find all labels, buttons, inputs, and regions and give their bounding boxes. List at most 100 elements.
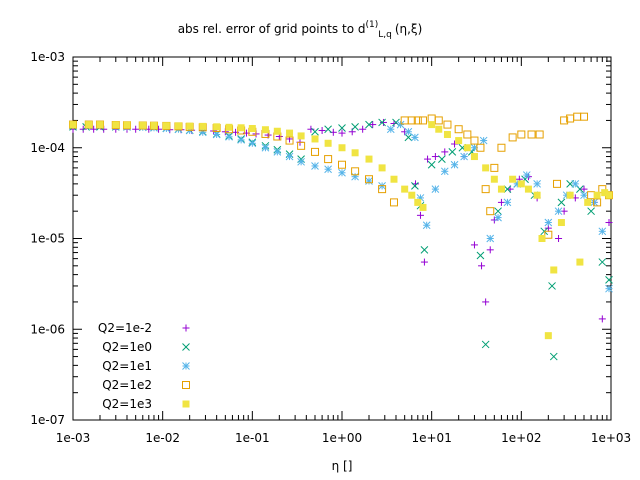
data-point xyxy=(580,191,588,200)
data-point xyxy=(508,133,517,142)
series-4 xyxy=(69,112,614,239)
data-point xyxy=(132,125,140,133)
data-point xyxy=(378,185,387,194)
data-point xyxy=(338,124,346,132)
data-point xyxy=(408,191,416,199)
data-point xyxy=(404,127,413,136)
x-tick-label: 1e+01 xyxy=(411,431,451,445)
data-point xyxy=(522,171,531,179)
data-point xyxy=(273,148,282,156)
x-tick-label: 1e+03 xyxy=(591,431,631,445)
data-point xyxy=(404,133,413,142)
data-point xyxy=(497,185,505,193)
data-point xyxy=(605,284,613,293)
data-point xyxy=(557,219,565,227)
data-point xyxy=(338,160,346,169)
data-point xyxy=(338,144,346,152)
data-point xyxy=(379,118,387,126)
x-axis-label: η [] xyxy=(332,459,353,473)
data-point xyxy=(112,121,120,129)
legend-label: Q2=1e2 xyxy=(102,378,152,392)
data-point xyxy=(490,175,498,183)
data-point xyxy=(497,143,506,152)
legend-marker xyxy=(182,343,190,351)
y-tick-label: 1e-03 xyxy=(30,50,65,64)
axis-ticks: 1e-03 1e-02 1e-01 1e+00 1e+01 1e+02 1e+03 1e-07… xyxy=(30,50,631,445)
data-point xyxy=(557,198,566,207)
data-point xyxy=(199,122,207,130)
data-point xyxy=(286,129,294,137)
data-point xyxy=(273,127,281,135)
data-point xyxy=(554,207,563,216)
data-point xyxy=(237,124,245,132)
data-point xyxy=(479,136,488,145)
data-point xyxy=(605,191,613,199)
legend-marker xyxy=(182,324,190,332)
data-point xyxy=(225,132,233,141)
data-point xyxy=(490,216,498,224)
data-point xyxy=(261,126,269,134)
data-point xyxy=(463,130,472,139)
data-point xyxy=(431,153,439,161)
data-point xyxy=(470,153,478,161)
y-tick-label: 1e-07 xyxy=(30,413,65,427)
data-point xyxy=(605,219,613,227)
y-tick-label: 1e-04 xyxy=(30,141,65,155)
data-point xyxy=(478,262,486,270)
data-point xyxy=(237,136,245,144)
data-point xyxy=(527,130,536,139)
data-point xyxy=(494,207,502,216)
data-point xyxy=(96,121,104,129)
data-point xyxy=(419,203,427,211)
data-point xyxy=(427,114,436,123)
legend-label: Q2=1e0 xyxy=(102,340,152,354)
data-point xyxy=(351,167,360,176)
data-point xyxy=(297,157,305,166)
data-point xyxy=(524,185,532,193)
legend-label: Q2=1e1 xyxy=(102,359,152,373)
data-point xyxy=(365,120,373,129)
data-point xyxy=(285,152,294,161)
legend: Q2=1e-2 Q2=1e0 Q2=1e1 Q2=1e2 Q2=1e3 xyxy=(98,321,190,411)
data-point xyxy=(413,116,422,125)
data-point xyxy=(378,164,386,172)
data-point xyxy=(587,207,595,216)
data-point xyxy=(85,121,93,129)
data-point xyxy=(470,136,479,145)
data-point xyxy=(455,137,463,145)
legend-marker xyxy=(182,362,190,370)
data-point xyxy=(369,121,377,129)
data-point xyxy=(571,180,580,188)
y-tick-label: 1e-05 xyxy=(30,232,65,246)
data-point xyxy=(580,112,589,121)
data-point xyxy=(448,148,457,156)
data-point xyxy=(307,125,315,133)
data-point xyxy=(324,125,332,134)
data-point xyxy=(490,163,499,172)
data-point xyxy=(544,332,552,340)
data-point xyxy=(420,245,429,254)
data-point xyxy=(584,198,592,206)
data-point xyxy=(544,218,553,227)
data-point xyxy=(441,148,449,156)
data-point xyxy=(535,130,544,139)
data-point xyxy=(364,175,373,184)
data-point xyxy=(497,198,505,206)
data-point xyxy=(538,235,546,242)
y-tick-label: 1e-06 xyxy=(30,322,65,336)
data-point xyxy=(422,221,431,230)
data-point xyxy=(450,160,459,169)
data-point xyxy=(90,125,98,133)
data-point xyxy=(420,258,428,266)
data-point xyxy=(533,180,541,188)
data-point xyxy=(351,172,359,181)
data-point xyxy=(503,185,512,193)
chart-title: abs rel. error of grid points to d(1)L,q… xyxy=(178,20,423,40)
chart-title-sup: (1) xyxy=(365,20,378,30)
data-point xyxy=(443,120,452,129)
legend-label: Q2=1e3 xyxy=(102,397,152,411)
data-point xyxy=(396,120,405,129)
data-points xyxy=(69,112,614,361)
x-tick-label: 1e-03 xyxy=(56,431,91,445)
data-point xyxy=(418,116,427,125)
